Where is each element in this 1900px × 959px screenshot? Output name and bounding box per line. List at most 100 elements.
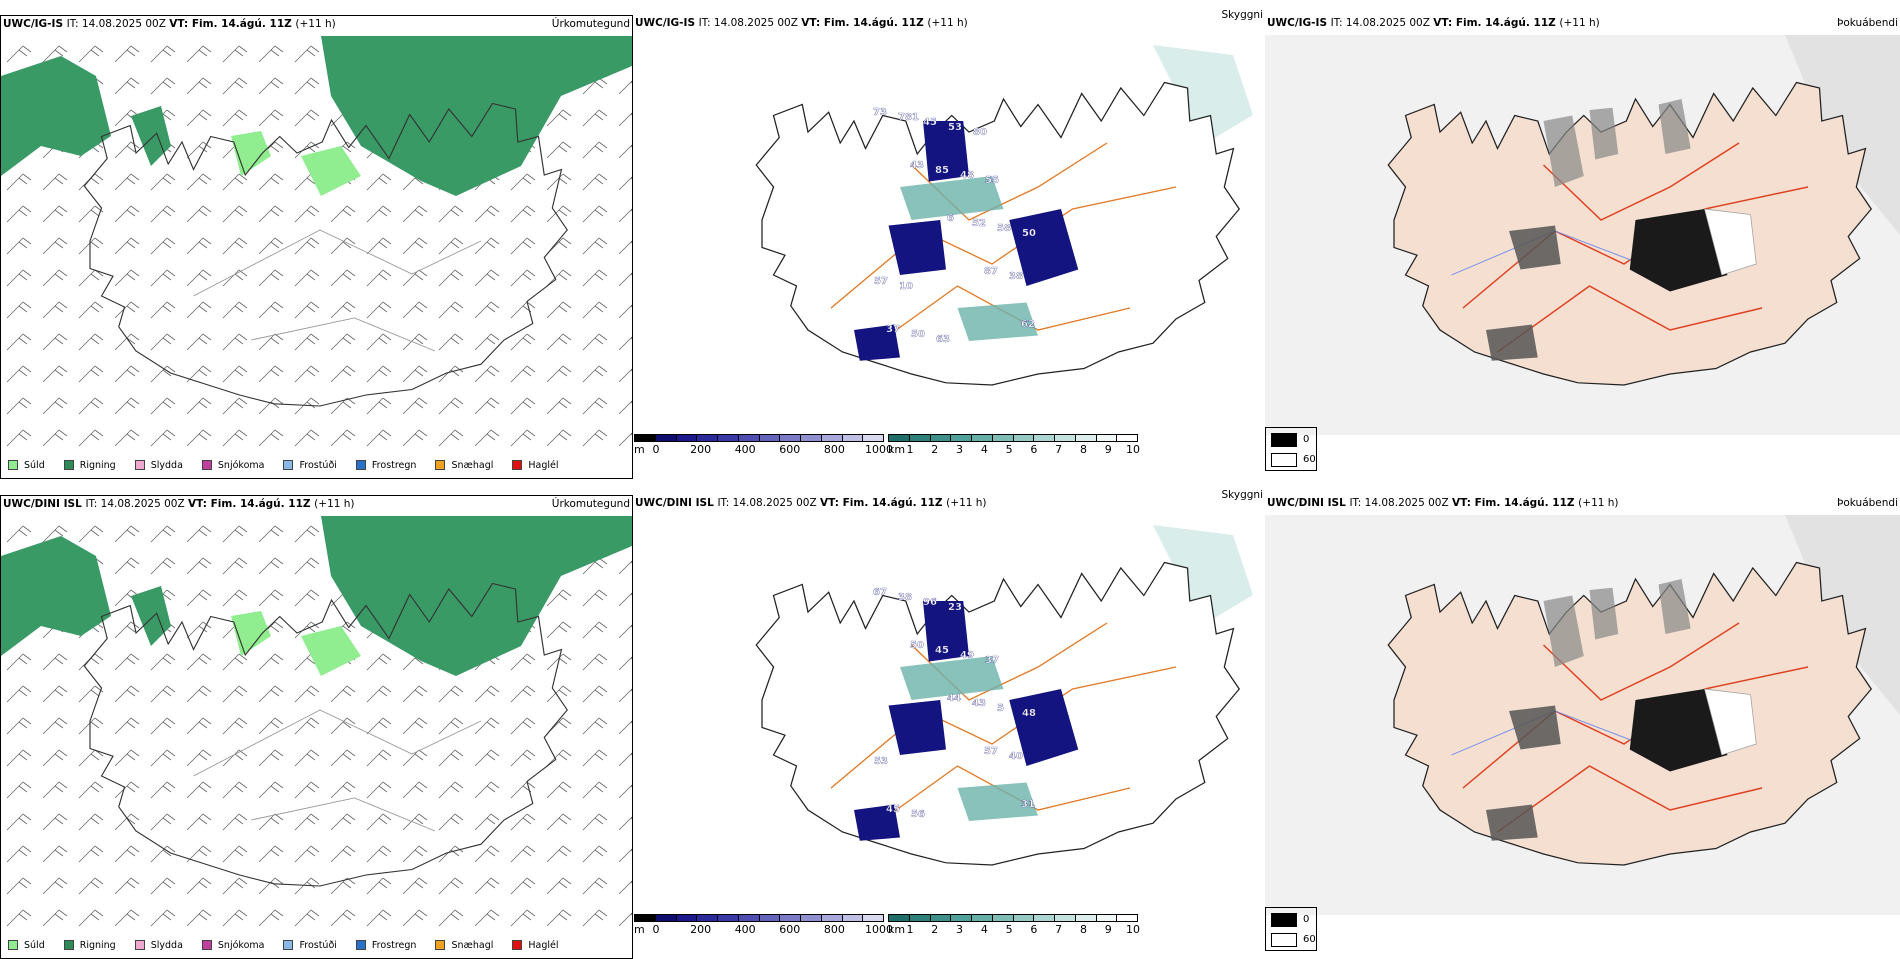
colorbar-tick: 800 — [823, 443, 845, 456]
legend-label: Frostregn — [371, 939, 417, 951]
colorbar-swatch — [930, 915, 952, 921]
colorbar-swatch — [697, 915, 718, 921]
glacier-outline-icon — [1704, 688, 1757, 756]
colorbar-swatch — [951, 915, 972, 921]
panel-header: UWC/IG-IS IT: 14.08.2025 00Z VT: Fim. 14… — [635, 17, 968, 37]
colorbar-swatch — [863, 915, 883, 921]
colorbar-swatch — [697, 435, 718, 441]
fog-label-white: 60 — [1303, 934, 1316, 945]
colorbar-tick: 0 — [652, 923, 660, 936]
colorbar-swatch — [1013, 435, 1035, 441]
colorbar-swatch — [780, 435, 801, 441]
vt-label: VT: — [169, 18, 192, 30]
colorbar-tick: 4 — [980, 443, 988, 456]
colorbar-tick: 1000 — [865, 443, 893, 456]
lead-time: (+11 h) — [927, 17, 968, 29]
colorbar-swatch — [759, 915, 781, 921]
height-bar-swatches — [634, 434, 884, 442]
height-bar-swatches — [634, 914, 884, 922]
height-colorbar: m 0 200 400 600 800 1000 — [634, 914, 893, 936]
colorbar-swatch — [992, 435, 1014, 441]
fog-index-dark — [1486, 705, 1561, 841]
low-cloud-area — [854, 601, 1079, 841]
cloud-panel: UWC/DINI ISL IT: 14.08.2025 00Z VT: Fim.… — [633, 489, 1265, 959]
model-name: UWC/DINI ISL — [3, 498, 86, 510]
legend-label: Haglél — [528, 939, 559, 951]
legend-label: Súld — [24, 459, 45, 471]
legend-label: Frostúði — [299, 939, 337, 951]
legend-swatch — [63, 460, 74, 470]
model-name: UWC/DINI ISL — [1267, 497, 1350, 509]
it-label: IT: — [1330, 17, 1346, 29]
colorbar-tick: 1000 — [865, 923, 893, 936]
cloud-height-label: 23 — [948, 602, 962, 613]
cloud-height-label: 50 — [1022, 228, 1036, 239]
legend-item: Frostúði — [278, 460, 337, 471]
colorbar-swatch — [676, 435, 698, 441]
fog-index-dark — [1629, 209, 1728, 292]
model-name: UWC/IG-IS — [3, 18, 67, 30]
vt-label: VT: — [1452, 497, 1475, 509]
it-value: 14.08.2025 00Z — [100, 498, 189, 510]
colorbar-tick: 1 — [906, 443, 914, 456]
cloud-panel: UWC/IG-IS IT: 14.08.2025 00Z VT: Fim. 14… — [633, 9, 1265, 479]
precip-map — [1, 36, 632, 456]
drizzle-area — [231, 611, 361, 676]
low-cloud-area — [854, 121, 1079, 361]
cloud-height-label: 50 — [911, 329, 925, 340]
cloud-height-label: 38 — [898, 592, 912, 603]
visibility-unit: km — [888, 923, 906, 936]
precip-legend: Súld Rigning Slydda Snjókoma Frostúði Frostre… — [3, 936, 573, 954]
colorbar-tick: 400 — [734, 923, 756, 936]
cloud-height-label: 96 — [923, 597, 937, 608]
cloud-map: 73 43 6 87 62 781 85 52 38 37 45 48 58 57 50 53 55 50 10 63… — [755, 45, 1253, 386]
colorbar-swatch — [655, 435, 677, 441]
cloud-height-label: 73 — [873, 107, 887, 118]
colorbar-tick: 3 — [956, 443, 964, 456]
cloud-height-label: 6 — [947, 213, 954, 224]
colorbar-swatch — [909, 915, 931, 921]
legend-swatch — [63, 940, 74, 950]
colorbar-swatch — [951, 435, 972, 441]
cloud-height-label: 45 — [923, 117, 937, 128]
colorbar-tick: 5 — [1005, 923, 1013, 936]
colorbar-swatch — [972, 435, 993, 441]
colorbar-swatch — [889, 435, 910, 441]
cloud-height-label: 45 — [935, 645, 949, 656]
legend-label: Súld — [24, 939, 45, 951]
panel-title-fog: Þokuábendi — [1837, 497, 1898, 509]
legend-item: Rigning — [59, 460, 116, 471]
forecast-row: UWC/DINI ISL IT: 14.08.2025 00Z VT: Fim.… — [0, 489, 1900, 959]
cloud-height-label: 37 — [985, 655, 999, 666]
it-value: 14.08.2025 00Z — [1345, 17, 1434, 29]
legend-swatch — [201, 940, 212, 950]
it-value: 14.08.2025 00Z — [713, 17, 802, 29]
colorbar-swatch — [1117, 435, 1137, 441]
legend-item: Súld — [3, 460, 45, 471]
colorbar-swatch — [718, 915, 739, 921]
vt-value: Fim. 14.ágú. 11Z — [1455, 17, 1560, 29]
colorbar-swatch — [1096, 435, 1118, 441]
colorbar-tick: 800 — [823, 923, 845, 936]
legend-item: Snæhagl — [430, 940, 493, 951]
legend-item: Snjókoma — [197, 940, 264, 951]
colorbar-swatch — [842, 435, 864, 441]
it-label: IT: — [698, 17, 714, 29]
cloud-height-label: 50 — [910, 640, 924, 651]
vt-value: Fim. 14.ágú. 11Z — [210, 498, 315, 510]
colorbar-tick: 9 — [1104, 443, 1112, 456]
panel-header: UWC/DINI ISL IT: 14.08.2025 00Z VT: Fim.… — [635, 497, 987, 517]
colorbar-tick: 5 — [1005, 443, 1013, 456]
cloud-height-label: 58 — [997, 223, 1011, 234]
colorbar-tick: 8 — [1079, 923, 1087, 936]
fog-label-black: 0 — [1303, 434, 1310, 445]
it-value: 14.08.2025 00Z — [81, 18, 170, 30]
it-label: IT: — [85, 498, 101, 510]
vt-value: Fim. 14.ágú. 11Z — [823, 17, 928, 29]
colorbar-swatch — [1055, 435, 1076, 441]
panel-title-precip: Úrkomutegund — [551, 498, 630, 510]
precip-panel: UWC/IG-IS IT: 14.08.2025 00Z VT: Fim. 14… — [0, 15, 633, 479]
it-label: IT: — [1349, 497, 1365, 509]
cloud-height-label: 63 — [936, 334, 950, 345]
legend-item: Súld — [3, 940, 45, 951]
